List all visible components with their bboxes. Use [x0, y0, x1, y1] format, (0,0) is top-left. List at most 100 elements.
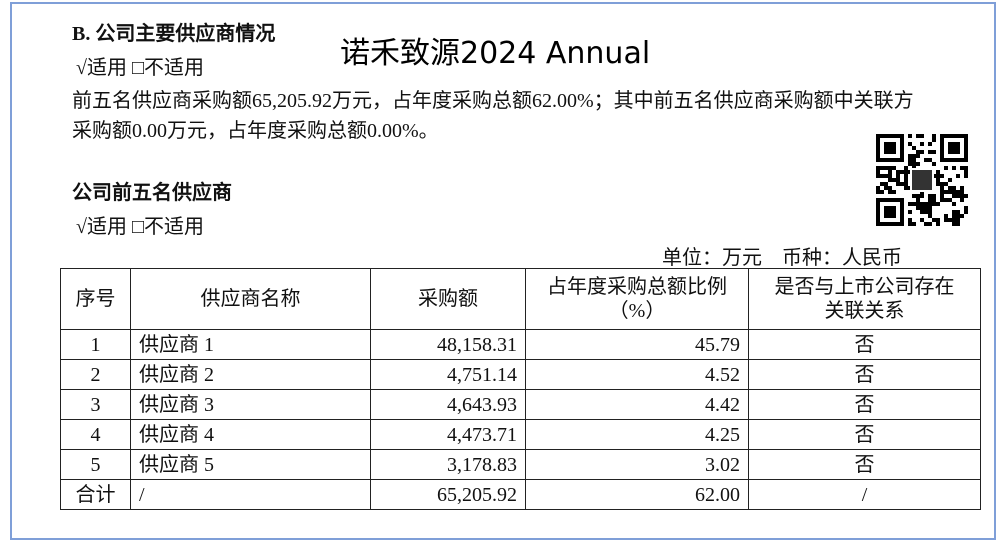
- table-cell: 4: [60, 419, 131, 450]
- qr-module: [928, 142, 932, 146]
- table-cell: 3,178.83: [370, 449, 526, 480]
- qr-module: [956, 190, 960, 194]
- qr-module: [960, 198, 964, 202]
- qr-module: [940, 186, 944, 190]
- table-cell: /: [130, 479, 371, 510]
- qr-module: [888, 190, 892, 194]
- qr-module: [924, 222, 928, 226]
- qr-module: [936, 222, 940, 226]
- qr-module: [912, 154, 916, 158]
- qr-module: [904, 186, 908, 190]
- qr-module: [908, 222, 912, 226]
- qr-module: [932, 134, 936, 138]
- qr-module: [904, 182, 908, 186]
- qr-module: [960, 214, 964, 218]
- table-row: 2 供应商 2 4,751.14 4.52 否: [60, 359, 981, 390]
- unit-note: 单位：万元 币种：人民币: [662, 247, 902, 269]
- qr-module: [908, 134, 912, 138]
- qr-module: [936, 202, 940, 206]
- qr-module: [932, 138, 936, 142]
- qr-module: [936, 178, 940, 182]
- header-cell: 采购额: [370, 268, 526, 330]
- qr-module: [940, 190, 944, 194]
- qr-module: [936, 174, 940, 178]
- qr-module: [956, 210, 960, 214]
- qr-module: [876, 166, 880, 170]
- table-cell: 合计: [60, 479, 131, 510]
- qr-module: [960, 166, 964, 170]
- qr-module: [876, 174, 880, 178]
- table-cell: 3.02: [525, 449, 749, 480]
- qr-module: [952, 190, 956, 194]
- qr-module: [952, 222, 956, 226]
- qr-module: [964, 170, 968, 174]
- qr-module: [916, 202, 920, 206]
- qr-module: [876, 190, 880, 194]
- qr-module: [948, 218, 952, 222]
- table-cell: 供应商 1: [130, 329, 371, 360]
- qr-module: [928, 150, 932, 154]
- section-title: B. 公司主要供应商情况: [72, 23, 276, 45]
- qr-module: [888, 174, 892, 178]
- qr-module: [896, 182, 900, 186]
- qr-module: [952, 210, 956, 214]
- qr-module: [924, 202, 928, 206]
- qr-module: [932, 194, 936, 198]
- qr-module: [964, 194, 968, 198]
- qr-module: [896, 174, 900, 178]
- qr-module: [964, 166, 968, 170]
- qr-module: [908, 154, 912, 158]
- qr-module: [920, 150, 924, 154]
- header-cell: 序号: [60, 268, 131, 330]
- qr-module: [948, 190, 952, 194]
- qr-module: [884, 166, 888, 170]
- table-cell: 4.52: [525, 359, 749, 390]
- table-row: 1 供应商 1 48,158.31 45.79 否: [60, 329, 981, 360]
- qr-module: [888, 170, 892, 174]
- qr-module: [908, 210, 912, 214]
- table-cell: 45.79: [525, 329, 749, 360]
- qr-module: [920, 142, 924, 146]
- header-cell: 占年度采购总额比例（%）: [525, 268, 749, 330]
- table-cell: 供应商 3: [130, 389, 371, 420]
- qr-module: [880, 174, 884, 178]
- qr-module: [912, 158, 916, 162]
- qr-module: [944, 218, 948, 222]
- table-cell: 4.42: [525, 389, 749, 420]
- qr-module: [908, 142, 912, 146]
- qr-module: [964, 206, 968, 210]
- qr-module: [904, 170, 908, 174]
- qr-module: [892, 190, 896, 194]
- qr-module: [900, 170, 904, 174]
- table-cell: 否: [748, 449, 981, 480]
- table-cell: 3: [60, 389, 131, 420]
- qr-module: [928, 210, 932, 214]
- qr-module: [956, 194, 960, 198]
- qr-module: [908, 202, 912, 206]
- qr-module: [948, 198, 952, 202]
- table-cell: 65,205.92: [370, 479, 526, 510]
- qr-module: [952, 218, 956, 222]
- qr-module: [896, 178, 900, 182]
- qr-module: [900, 182, 904, 186]
- qr-module: [928, 206, 932, 210]
- qr-module: [936, 170, 940, 174]
- applicability: √适用 □不适用: [76, 216, 205, 238]
- table-row: 3 供应商 3 4,643.93 4.42 否: [60, 389, 981, 420]
- qr-module: [940, 174, 944, 178]
- qr-module: [912, 194, 916, 198]
- qr-module: [948, 142, 960, 154]
- table-cell: 供应商 4: [130, 419, 371, 450]
- qr-module: [884, 142, 896, 154]
- qr-module: [944, 166, 948, 170]
- qr-module: [952, 214, 956, 218]
- qr-module: [928, 222, 932, 226]
- qr-module: [916, 194, 920, 198]
- qr-module: [944, 182, 948, 186]
- table-cell: 62.00: [525, 479, 749, 510]
- qr-module: [940, 194, 944, 198]
- qr-module: [944, 214, 948, 218]
- qr-module: [916, 198, 920, 202]
- frame: [10, 2, 996, 540]
- qr-module: [916, 134, 920, 138]
